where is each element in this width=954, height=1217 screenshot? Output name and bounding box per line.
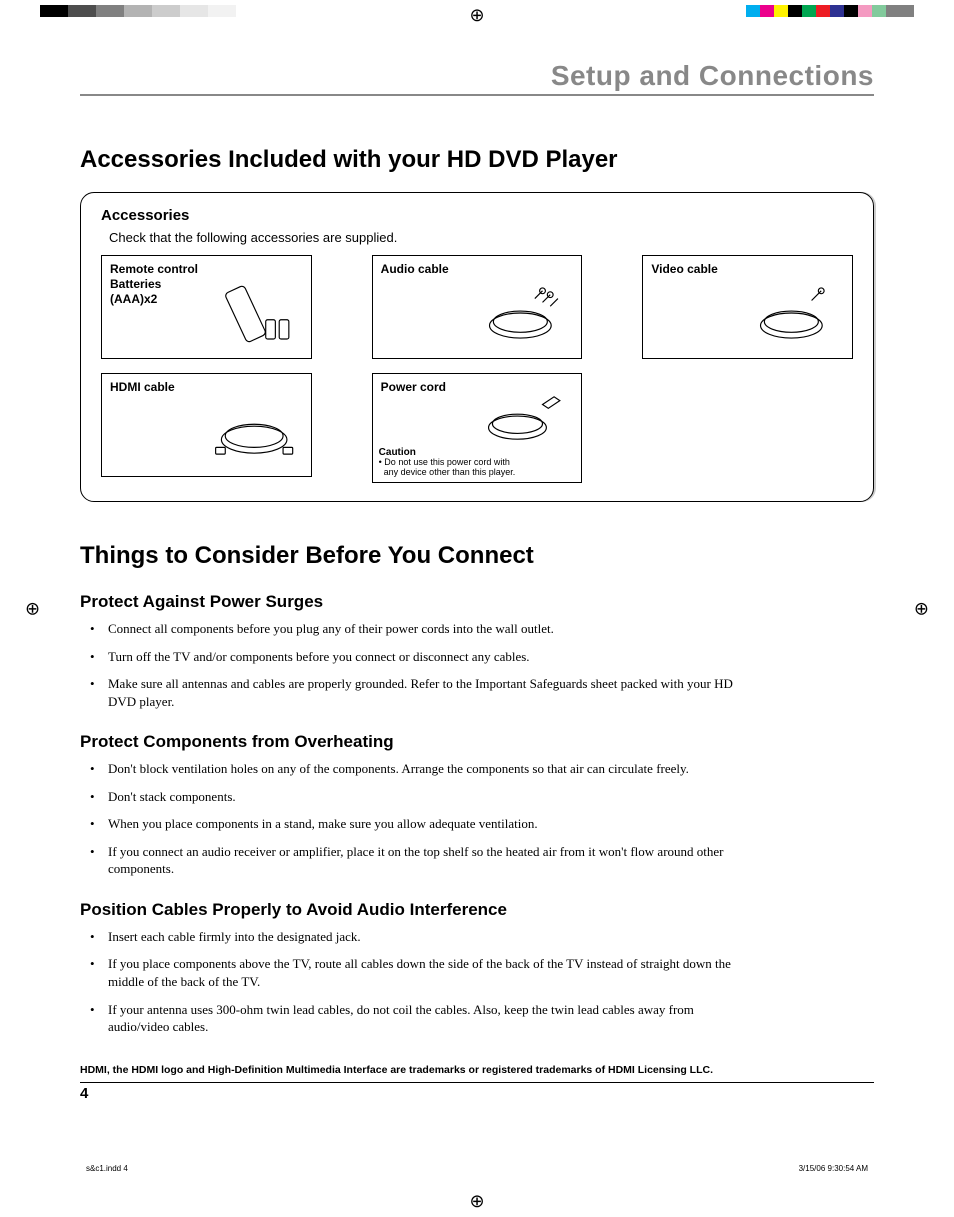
- page-number: 4: [80, 1085, 874, 1102]
- audio-cable-icon: [477, 276, 573, 350]
- accessories-grid: Remote control Batteries (AAA)x2 Audio c…: [101, 255, 853, 483]
- footer-timestamp: 3/15/06 9:30:54 AM: [799, 1164, 868, 1173]
- footer-file: s&c1.indd 4: [86, 1164, 128, 1173]
- accessories-subtitle: Check that the following accessories are…: [109, 230, 853, 245]
- list-item: If you connect an audio receiver or ampl…: [108, 843, 748, 878]
- section-list: Connect all components before you plug a…: [80, 620, 874, 710]
- accessory-box: Remote control Batteries (AAA)x2: [101, 255, 312, 359]
- colorbar-left: [40, 5, 264, 17]
- section-title: Protect Against Power Surges: [80, 592, 874, 612]
- list-item: Insert each cable firmly into the design…: [108, 928, 748, 946]
- list-item: Make sure all antennas and cables are pr…: [108, 675, 748, 710]
- section-title: Protect Components from Overheating: [80, 732, 874, 752]
- accessory-label: Audio cable: [381, 262, 574, 277]
- video-cable-icon: [748, 276, 844, 350]
- list-item: If your antenna uses 300-ohm twin lead c…: [108, 1001, 748, 1036]
- registration-mark-icon: ⊕: [469, 5, 484, 26]
- accessory-box: Power cord Caution • Do not use this pow…: [372, 373, 583, 483]
- list-item: Connect all components before you plug a…: [108, 620, 748, 638]
- print-footer: s&c1.indd 4 3/15/06 9:30:54 AM: [86, 1164, 868, 1173]
- section-list: Don't block ventilation holes on any of …: [80, 760, 874, 878]
- accessory-label: HDMI cable: [110, 380, 303, 395]
- power-cord-icon: [477, 388, 573, 448]
- remote-control-icon: [206, 276, 302, 350]
- colorbar-right: [746, 5, 914, 17]
- list-item: If you place components above the TV, ro…: [108, 955, 748, 990]
- hdmi-cable-icon: [206, 394, 302, 468]
- accessory-box: Audio cable: [372, 255, 583, 359]
- accessory-box: Video cable: [642, 255, 853, 359]
- caution-block: Caution • Do not use this power cord wit…: [379, 447, 577, 478]
- chapter-title: Setup and Connections: [80, 60, 874, 96]
- registration-mark-icon: ⊕: [25, 598, 40, 619]
- list-item: Don't stack components.: [108, 788, 748, 806]
- section-title: Position Cables Properly to Avoid Audio …: [80, 900, 874, 920]
- registration-mark-icon: ⊕: [914, 598, 929, 619]
- accessory-box: HDMI cable: [101, 373, 312, 477]
- heading-accessories: Accessories Included with your HD DVD Pl…: [80, 146, 874, 174]
- list-item: Don't block ventilation holes on any of …: [108, 760, 748, 778]
- accessory-label: Video cable: [651, 262, 844, 277]
- registration-mark-icon: ⊕: [469, 1191, 484, 1212]
- accessories-title: Accessories: [101, 207, 853, 224]
- heading-consider: Things to Consider Before You Connect: [80, 542, 874, 570]
- accessories-panel: Accessories Check that the following acc…: [80, 192, 874, 502]
- section-list: Insert each cable firmly into the design…: [80, 928, 874, 1036]
- list-item: Turn off the TV and/or components before…: [108, 648, 748, 666]
- list-item: When you place components in a stand, ma…: [108, 815, 748, 833]
- caution-text: • Do not use this power cord with any de…: [379, 457, 516, 477]
- trademark-notice: HDMI, the HDMI logo and High-Definition …: [80, 1064, 874, 1083]
